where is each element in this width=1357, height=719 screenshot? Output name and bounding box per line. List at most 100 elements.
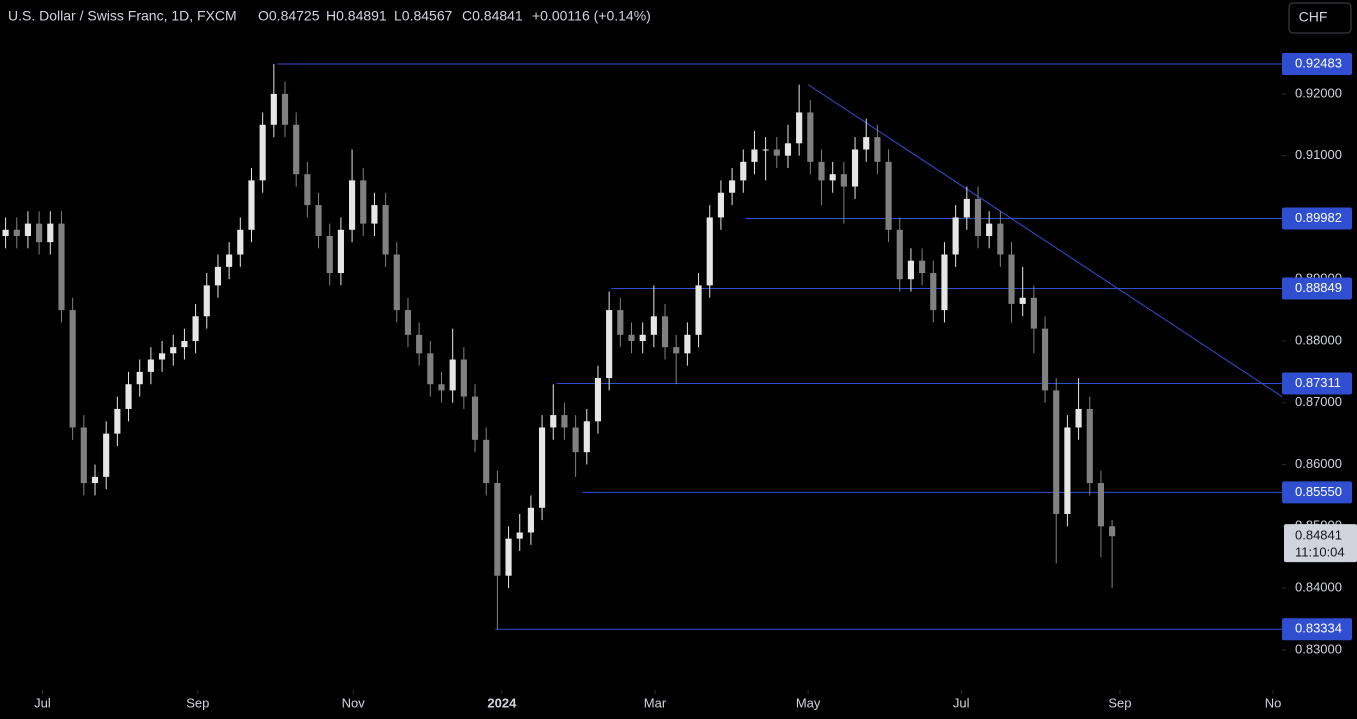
- candle-body: [952, 217, 959, 255]
- candle-body: [818, 161, 825, 181]
- candle-body: [773, 149, 780, 156]
- candle-body: [147, 359, 154, 372]
- candle-body: [158, 353, 166, 360]
- candle-body: [136, 371, 143, 385]
- candle-body: [784, 143, 792, 156]
- candle-body: [606, 310, 613, 379]
- chart-title: U.S. Dollar / Swiss Franc, 1D, FXCM: [8, 8, 237, 24]
- candle-body: [36, 223, 43, 243]
- candle-body: [2, 229, 9, 236]
- level-label: 0.87311: [1295, 375, 1341, 390]
- level-label: 0.83334: [1295, 621, 1342, 636]
- candle-body: [594, 378, 602, 422]
- header-value: C0.84841: [462, 8, 523, 24]
- candle-body: [360, 180, 367, 224]
- candle-body: [986, 223, 993, 236]
- candle-body: [248, 180, 255, 230]
- candle-body: [762, 149, 769, 151]
- candle-body: [494, 483, 501, 576]
- candle-body: [404, 310, 412, 335]
- header-value: O0.84725: [258, 8, 320, 24]
- candle-body: [639, 334, 646, 341]
- candle-body: [1075, 408, 1082, 428]
- candle-body: [371, 205, 378, 224]
- candle-body: [449, 359, 456, 391]
- candle-body: [550, 415, 557, 428]
- currency-button[interactable]: [1288, 2, 1352, 34]
- candle-body: [997, 223, 1004, 255]
- level-label: 0.85550: [1295, 484, 1342, 499]
- candle-body: [304, 174, 311, 206]
- candle-body: [483, 439, 490, 484]
- candle-body: [24, 223, 32, 236]
- candle-body: [919, 260, 926, 274]
- candle-body: [561, 415, 568, 428]
- candle-body: [1008, 254, 1015, 304]
- candle-body: [516, 532, 523, 539]
- candle-body: [1109, 526, 1116, 537]
- candle-body: [706, 217, 713, 286]
- candle-body: [237, 229, 244, 255]
- candle-body: [416, 334, 423, 354]
- candle-body: [807, 112, 814, 162]
- candle-body: [695, 285, 702, 335]
- y-tick-label: 0.86000: [1295, 456, 1342, 471]
- candle-body: [840, 174, 847, 187]
- candle-body: [69, 310, 76, 428]
- candle-body: [427, 353, 434, 385]
- last-price: 0.84841: [1295, 528, 1342, 543]
- header-value: +0.00116 (+0.14%): [532, 8, 651, 24]
- candle-body: [851, 149, 859, 187]
- candle-body: [673, 347, 680, 354]
- trendline: [807, 84, 1283, 397]
- candle-body: [170, 347, 177, 354]
- y-tick-label: 0.83000: [1295, 641, 1342, 656]
- candle-body: [717, 192, 724, 218]
- candle-body: [103, 433, 110, 477]
- y-tick-label: 0.91000: [1295, 147, 1342, 162]
- x-tick-label: No: [1265, 695, 1282, 710]
- candle-body: [326, 235, 333, 274]
- candle-body: [684, 334, 691, 354]
- x-tick-label: Nov: [342, 695, 366, 710]
- candle-body: [874, 137, 881, 162]
- candle-body: [1064, 427, 1071, 514]
- currency-label[interactable]: CHF: [1299, 9, 1328, 25]
- candle-body: [539, 427, 546, 508]
- candle-body: [1019, 297, 1026, 304]
- candle-body: [337, 229, 344, 274]
- countdown: 11:10:04: [1295, 545, 1345, 560]
- candle-body: [1053, 390, 1060, 514]
- candle-body: [1086, 408, 1093, 484]
- candle-body: [907, 260, 914, 280]
- candle-body: [293, 124, 300, 175]
- candle-body: [214, 266, 222, 286]
- candle-body: [393, 254, 400, 311]
- candle-body: [583, 421, 590, 453]
- x-tick-label: Mar: [644, 695, 667, 710]
- candle-body: [896, 229, 903, 280]
- x-tick-label: Sep: [1108, 695, 1131, 710]
- level-label: 0.89982: [1295, 210, 1342, 225]
- candle-body: [382, 205, 389, 255]
- x-tick-label: Sep: [186, 695, 209, 710]
- candle-body: [58, 223, 65, 311]
- level-label-box: [1282, 618, 1352, 641]
- level-label: 0.88849: [1295, 280, 1342, 295]
- candle-body: [1097, 483, 1105, 527]
- level-label: 0.92483: [1295, 55, 1342, 70]
- candle-body: [349, 180, 356, 230]
- candle-body: [270, 93, 277, 125]
- candle-body: [91, 476, 99, 484]
- candle-body: [438, 384, 445, 391]
- level-label-box: [1282, 372, 1352, 395]
- header-value: H0.84891: [326, 8, 387, 24]
- x-tick-label: Jul: [953, 695, 970, 710]
- candle-body: [661, 316, 669, 348]
- candle-body: [572, 427, 579, 453]
- candle-body: [80, 427, 87, 484]
- candle-body: [1041, 328, 1049, 391]
- candle-body: [192, 316, 199, 341]
- candle-body: [527, 507, 534, 533]
